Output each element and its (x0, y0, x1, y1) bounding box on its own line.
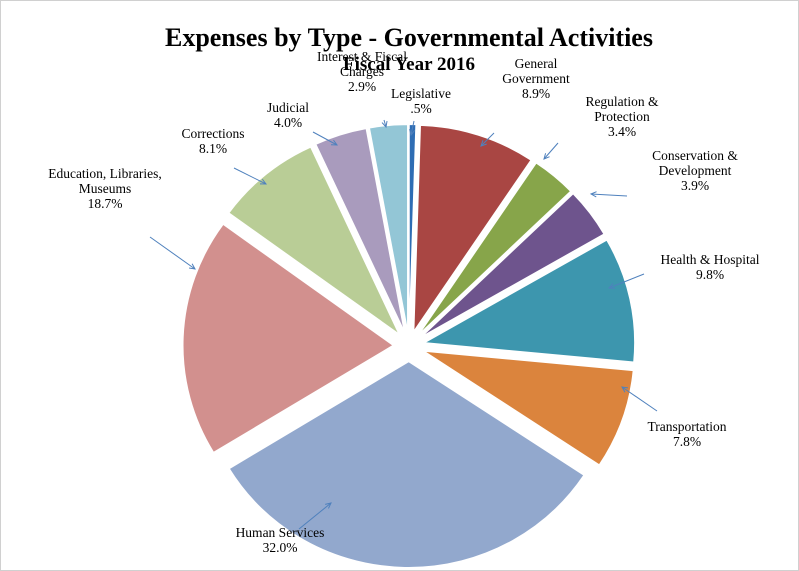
arrowhead (259, 178, 268, 185)
pie-slice-judicial (315, 128, 405, 332)
pie-slice-education-libraries-museums (182, 223, 394, 454)
chart-title: Expenses by Type - Governmental Activiti… (165, 23, 653, 52)
arrowhead (480, 140, 487, 147)
leader-line (480, 132, 495, 147)
slice-value-label: 8.1% (199, 141, 227, 156)
slice-category-label: Protection (594, 109, 650, 124)
pie-slice-regulation-protection (418, 162, 572, 335)
slice-category-label: Regulation & (585, 94, 659, 109)
slice-value-label: .5% (410, 101, 431, 116)
slice-category-label: Government (502, 71, 570, 86)
slice-category-label: Museums (79, 181, 132, 196)
pie-slice-general-government (413, 124, 532, 333)
pie-slice-corrections (228, 146, 401, 336)
leader-line (410, 120, 415, 136)
pie-slice-health-hospital (422, 239, 636, 363)
slice-category-label: Human Services (236, 525, 325, 540)
slice-category-label: Conservation & (652, 148, 738, 163)
leader-line (621, 386, 658, 412)
slice-category-label: Education, Libraries, (48, 166, 162, 181)
pie-slice-conservation-development (421, 193, 605, 338)
slice-category-label: Judicial (267, 100, 309, 115)
pie-slice-legislative (408, 124, 417, 331)
slice-value-label: 3.9% (681, 178, 709, 193)
slice-value-label: 18.7% (88, 196, 123, 211)
slice-value-label: 32.0% (263, 540, 298, 555)
chart-subtitle: Fiscal Year 2016 (343, 54, 475, 75)
arrowhead (589, 191, 597, 198)
slice-category-label: General (515, 56, 558, 71)
leader-line (233, 167, 267, 185)
slice-category-label: Charges (340, 64, 384, 79)
arrowhead (607, 283, 616, 289)
arrowhead (543, 153, 550, 160)
slice-value-label: 3.4% (608, 124, 636, 139)
slice-category-label: Legislative (391, 86, 451, 101)
slice-category-label: Transportation (647, 419, 726, 434)
arrowhead (325, 502, 332, 509)
pie-slice-transportation (423, 350, 634, 466)
arrowhead (381, 121, 388, 129)
slice-value-label: 4.0% (274, 115, 302, 130)
leader-line (312, 131, 338, 146)
pie-slice-interest-fiscal-charges (368, 124, 409, 331)
leader-line (298, 502, 332, 530)
slice-value-label: 2.9% (348, 79, 376, 94)
slice-category-label: Corrections (182, 126, 245, 141)
slice-category-label: Interest & Fiscal (317, 49, 407, 64)
slice-value-label: 9.8% (696, 267, 724, 282)
leader-line (590, 193, 628, 197)
arrowhead (621, 386, 629, 393)
slice-category-label: Development (659, 163, 732, 178)
pie-slice-human-services (228, 361, 585, 568)
leader-line (383, 119, 387, 128)
leader-line (543, 142, 559, 160)
arrowhead (330, 139, 339, 146)
leader-line (149, 236, 196, 270)
slice-category-label: Health & Hospital (661, 252, 760, 267)
arrowhead (189, 263, 196, 270)
slice-value-label: 8.9% (522, 86, 550, 101)
slice-value-label: 7.8% (673, 434, 701, 449)
leader-line (608, 273, 645, 289)
arrowhead (409, 129, 416, 137)
